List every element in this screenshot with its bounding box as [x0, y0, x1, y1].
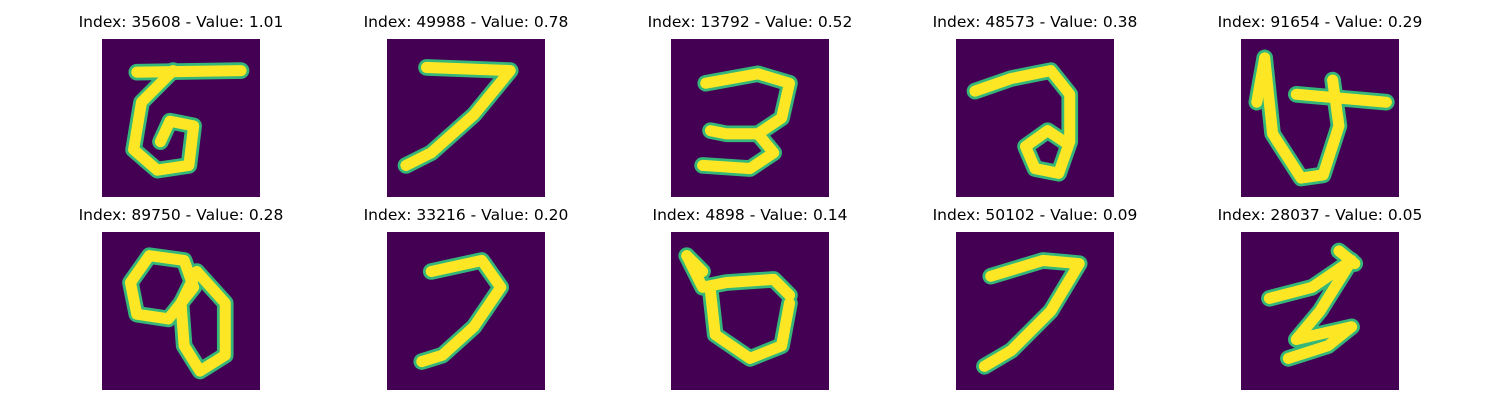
panel-title: Index: 13792 - Value: 0.52 — [647, 13, 853, 31]
handwritten-character-image — [671, 39, 829, 197]
glyph-stroke-core — [1263, 254, 1358, 364]
glyph-stroke-core — [1251, 52, 1271, 108]
handwritten-character-image — [956, 39, 1114, 197]
image-panel: Index: 49988 - Value: 0.78 — [364, 12, 568, 200]
glyph-stroke-core — [124, 250, 200, 325]
handwritten-character-image — [671, 232, 829, 390]
glyph-stroke-core — [131, 65, 247, 78]
panel-title: Index: 33216 - Value: 0.20 — [363, 206, 569, 224]
panel-title: Index: 48573 - Value: 0.38 — [932, 13, 1138, 31]
image-panel: Index: 13792 - Value: 0.52 — [648, 12, 852, 200]
panel-title: Index: 4898 - Value: 0.14 — [652, 206, 848, 224]
glyph-stroke-core — [978, 254, 1085, 372]
image-panel: Index: 33216 - Value: 0.20 — [364, 205, 568, 393]
glyph-stroke-core — [700, 68, 796, 140]
handwritten-character-image — [387, 39, 545, 197]
image-panel: Index: 89750 - Value: 0.28 — [79, 205, 283, 393]
handwritten-character-image — [1241, 232, 1399, 390]
glyph-stroke-core — [1333, 245, 1361, 270]
image-panel: Index: 91654 - Value: 0.29 — [1218, 12, 1422, 200]
glyph-stroke-core — [681, 250, 796, 301]
handwritten-character-image — [956, 232, 1114, 390]
glyph-stroke-core — [400, 61, 516, 171]
image-panel: Index: 48573 - Value: 0.38 — [933, 12, 1137, 200]
glyph-stroke-core — [416, 254, 507, 368]
image-panel: Index: 4898 - Value: 0.14 — [653, 205, 847, 393]
panel-title: Index: 91654 - Value: 0.29 — [1217, 13, 1423, 31]
panel-title: Index: 89750 - Value: 0.28 — [78, 206, 284, 224]
glyph-stroke-core — [128, 65, 200, 176]
image-panel: Index: 50102 - Value: 0.09 — [933, 205, 1137, 393]
handwritten-character-image — [1241, 39, 1399, 197]
panel-title: Index: 50102 - Value: 0.09 — [932, 206, 1138, 224]
panel-title: Index: 35608 - Value: 1.01 — [78, 13, 284, 31]
glyph-stroke-core — [697, 128, 780, 175]
glyph-stroke-core — [1290, 88, 1392, 108]
glyph-stroke-core — [175, 265, 231, 377]
panel-title: Index: 49988 - Value: 0.78 — [363, 13, 569, 31]
glyph-stroke-core — [704, 286, 796, 364]
glyph-stroke-core — [969, 65, 1076, 179]
handwritten-character-image — [387, 232, 545, 390]
glyph-stroke-core — [681, 250, 709, 278]
panel-title: Index: 28037 - Value: 0.05 — [1217, 206, 1423, 224]
handwritten-character-image — [102, 232, 260, 390]
image-panel: Index: 35608 - Value: 1.01 — [79, 12, 283, 200]
glyph-stroke-core — [1259, 52, 1345, 184]
image-panel: Index: 28037 - Value: 0.05 — [1218, 205, 1422, 393]
handwritten-character-image — [102, 39, 260, 197]
